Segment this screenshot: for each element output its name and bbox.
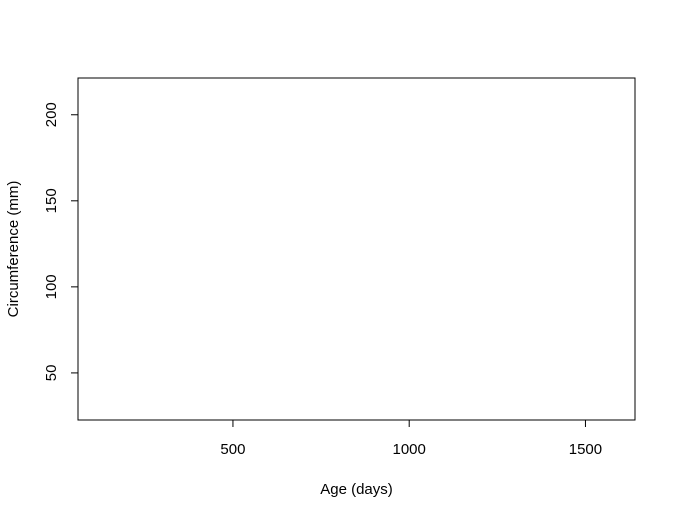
x-axis: 500 1000 1500 xyxy=(220,420,602,458)
y-tick-label: 50 xyxy=(43,365,60,382)
y-tick-label: 150 xyxy=(43,188,60,213)
y-axis-label: Circumference (mm) xyxy=(5,181,22,318)
x-tick-label: 500 xyxy=(220,441,245,458)
y-tick-label: 100 xyxy=(43,274,60,299)
x-tick-label: 1000 xyxy=(393,441,426,458)
x-tick-label: 1500 xyxy=(569,441,602,458)
y-tick-label: 200 xyxy=(43,102,60,127)
plot-frame xyxy=(77,77,636,421)
x-axis-label: Age (days) xyxy=(320,481,393,498)
y-axis: 50 100 150 200 xyxy=(43,102,78,381)
